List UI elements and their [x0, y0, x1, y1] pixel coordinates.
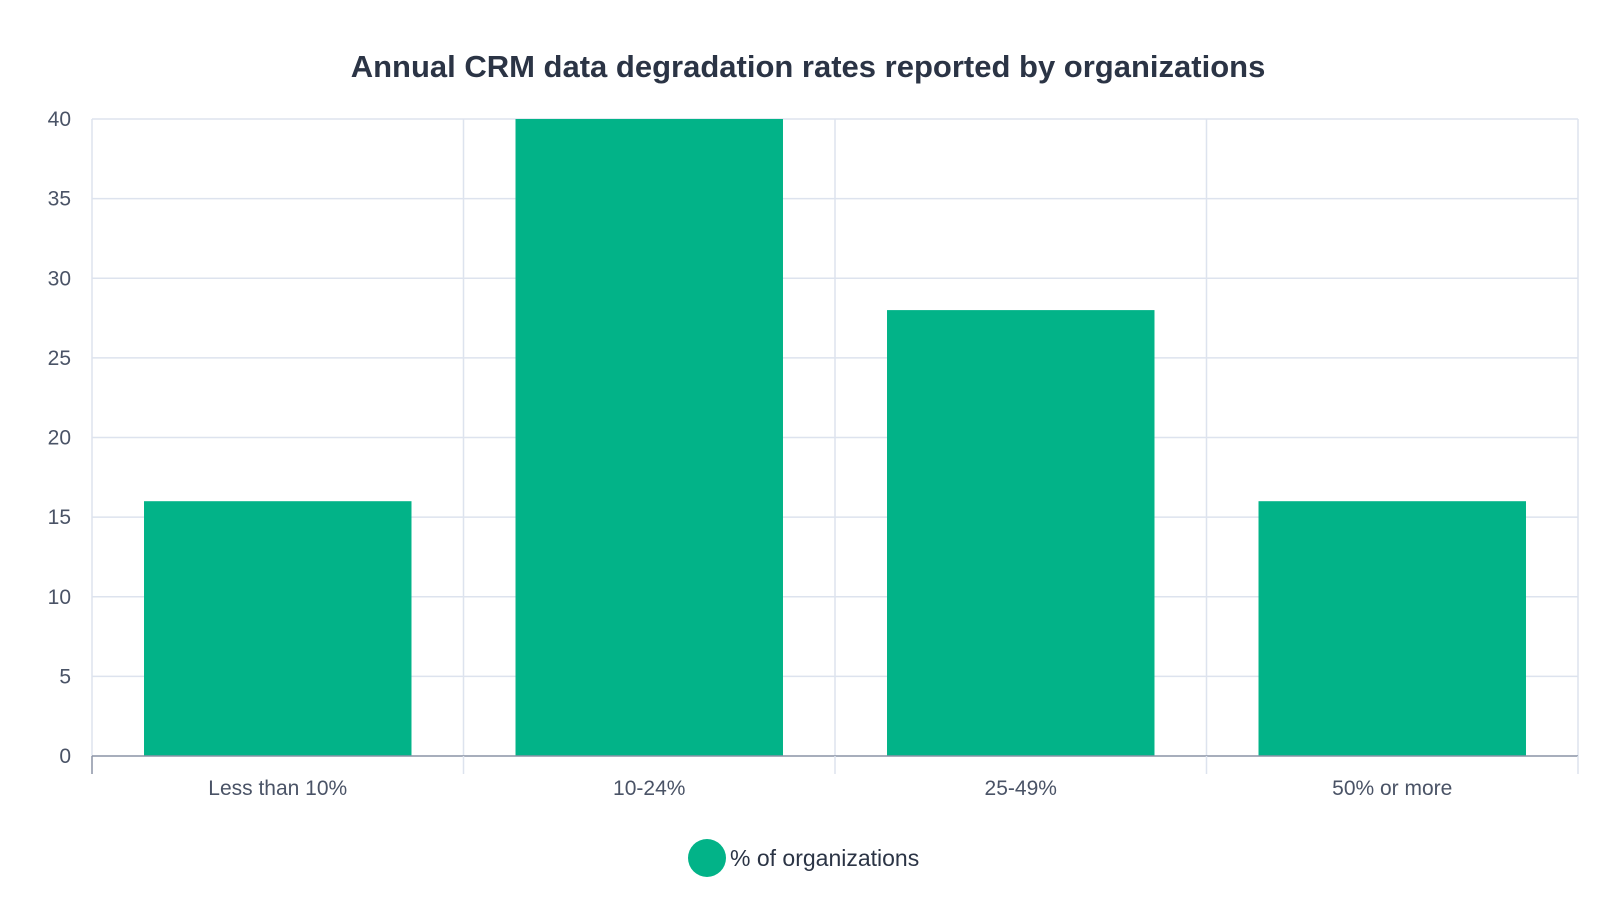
y-tick-label: 15	[48, 506, 71, 529]
chart-title: Annual CRM data degradation rates report…	[351, 49, 1266, 84]
legend[interactable]: % of organizations	[688, 839, 919, 877]
y-tick-label: 25	[48, 347, 71, 370]
bar[interactable]	[887, 310, 1155, 756]
legend-label[interactable]: % of organizations	[730, 845, 919, 871]
y-tick-label: 5	[59, 665, 71, 688]
y-tick-label: 30	[48, 267, 71, 290]
legend-swatch-icon[interactable]	[688, 839, 726, 877]
y-tick-label: 0	[59, 745, 71, 768]
y-tick-label: 40	[48, 108, 71, 131]
bar[interactable]	[515, 119, 783, 756]
y-tick-label: 35	[48, 188, 71, 211]
axes: 0 5 10 15 20 25 30 35 40 Less than 10% 10-24% 25-49…	[48, 108, 1579, 800]
bar[interactable]	[1258, 501, 1526, 756]
y-tick-label: 20	[48, 427, 71, 450]
x-tick-label: 10-24%	[613, 777, 685, 800]
x-tick-label: Less than 10%	[208, 777, 347, 800]
bar[interactable]	[144, 501, 412, 756]
y-tick-label: 10	[48, 586, 71, 609]
bars	[144, 119, 1526, 756]
x-tick-label: 25-49%	[985, 777, 1057, 800]
x-tick-label: 50% or more	[1332, 777, 1452, 800]
